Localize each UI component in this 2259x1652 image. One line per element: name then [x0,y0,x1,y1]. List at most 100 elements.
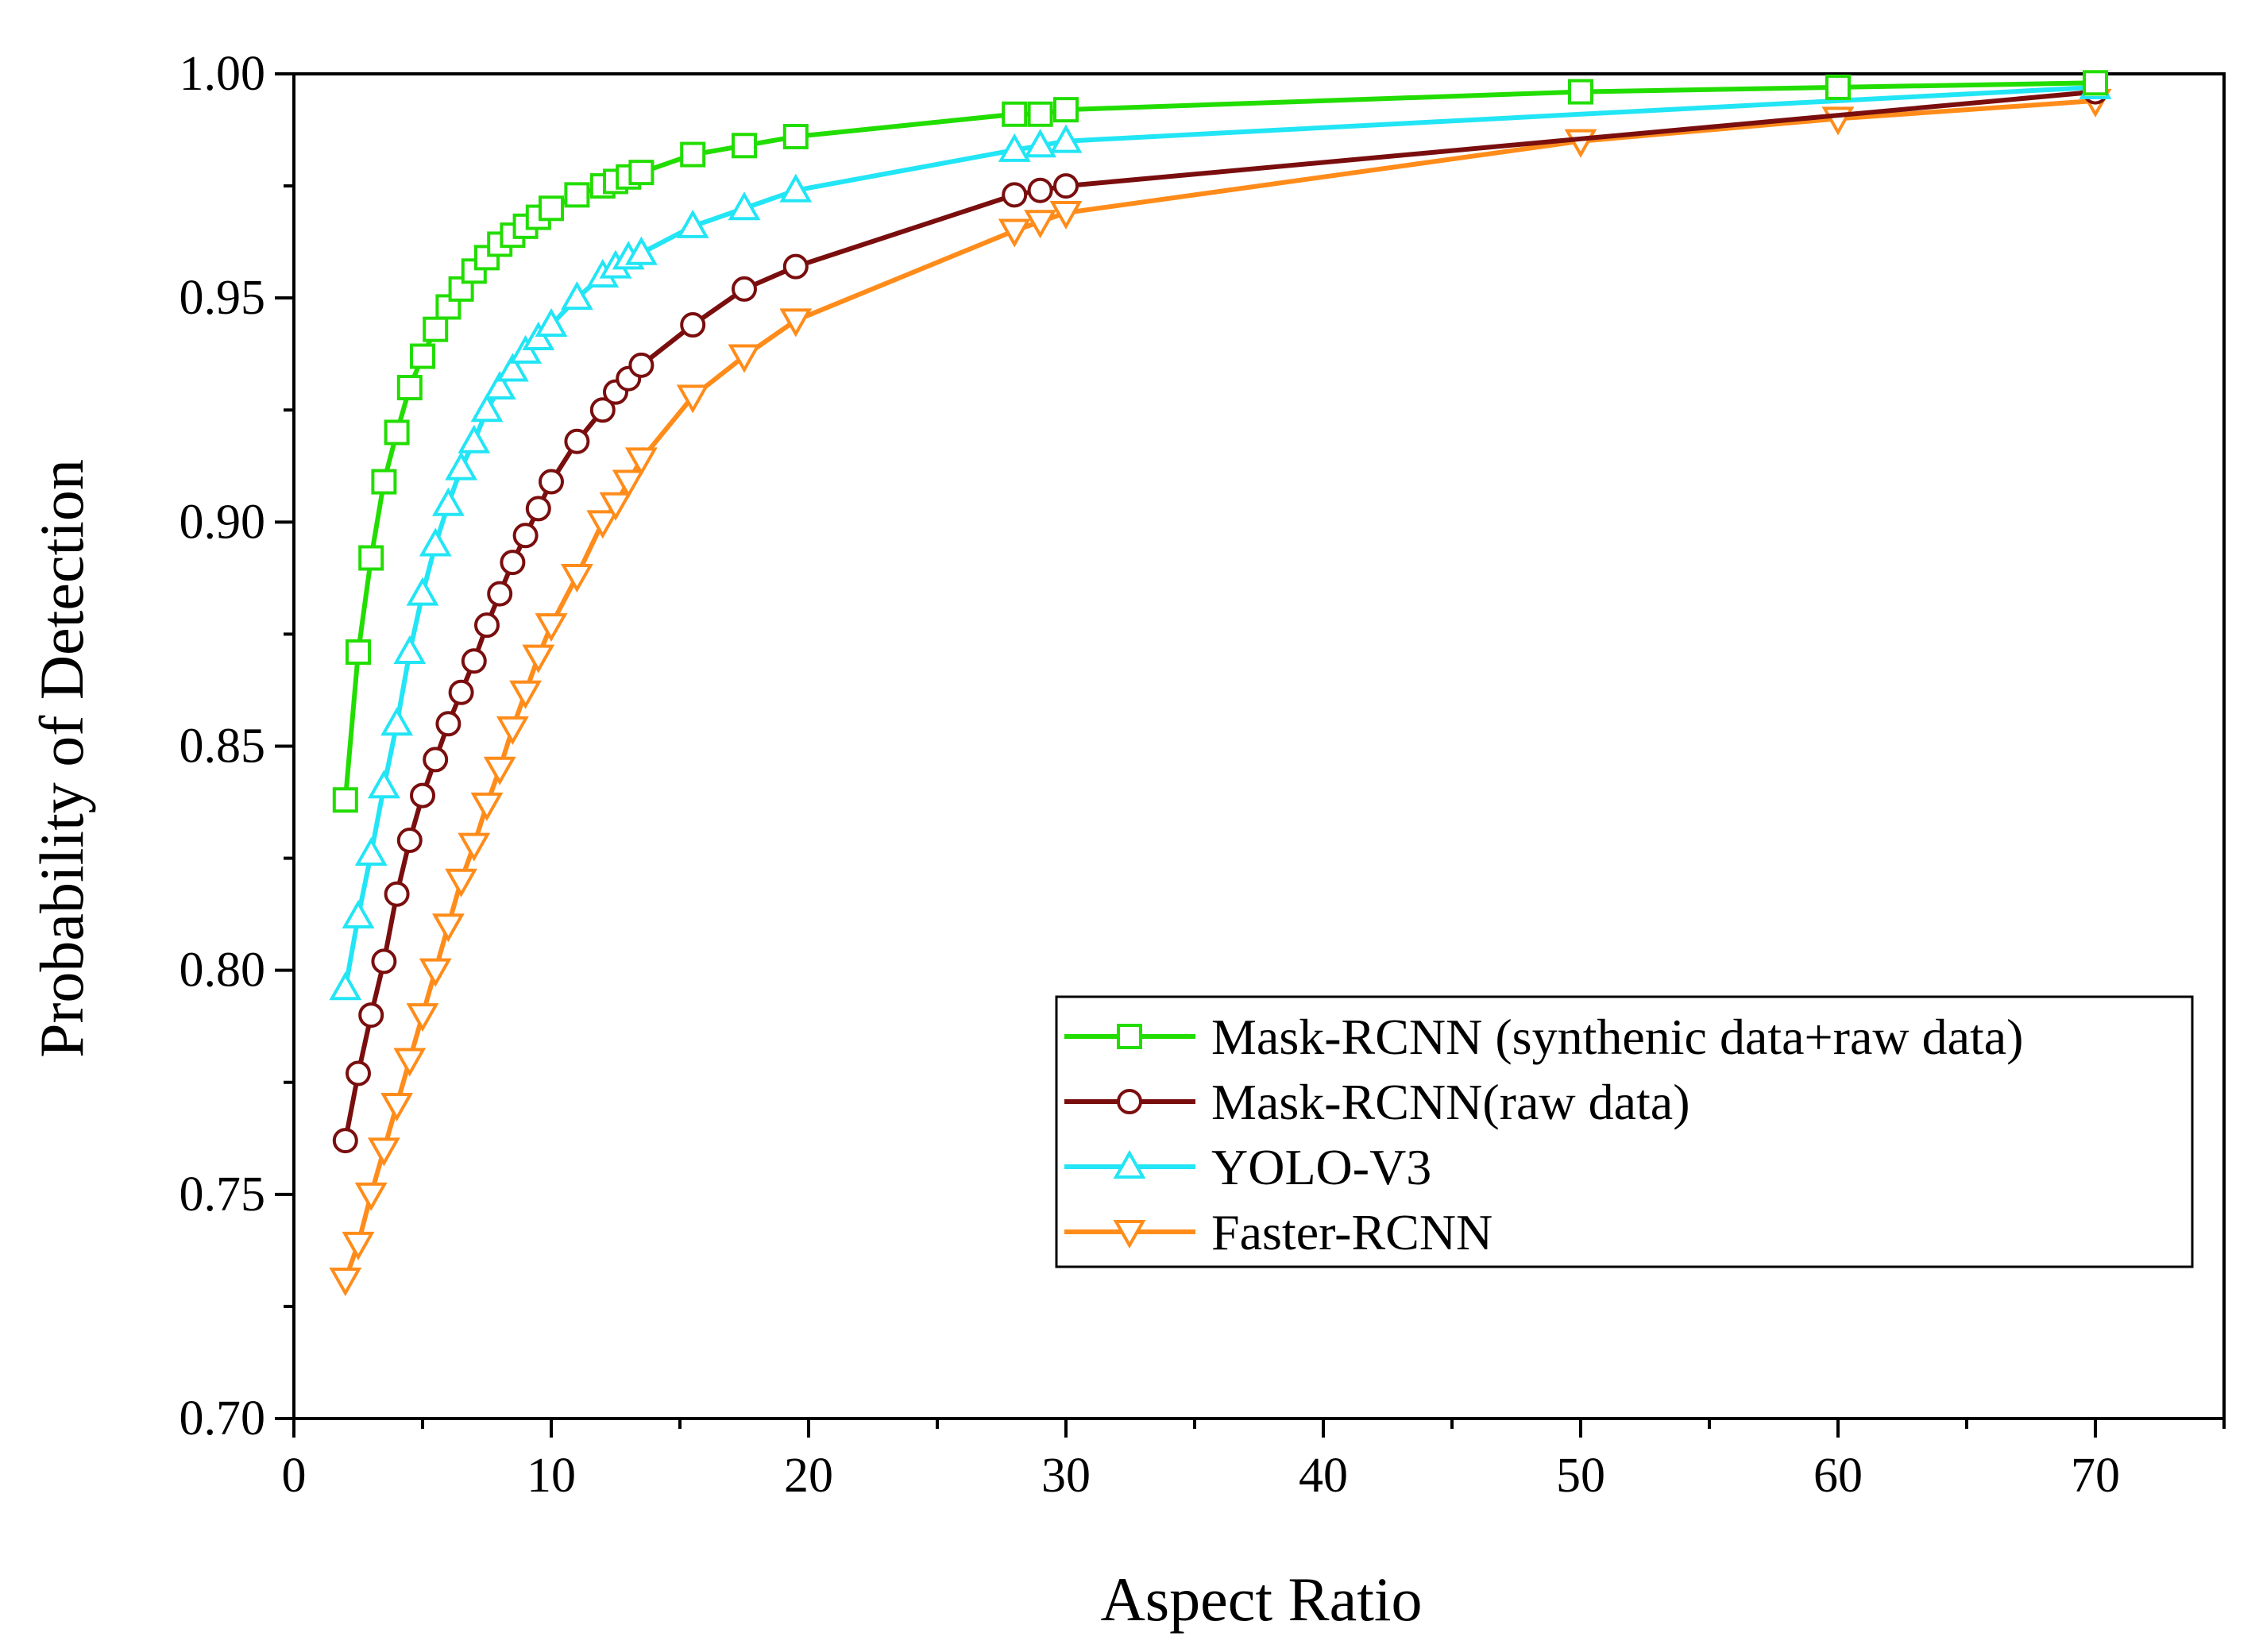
data-point-marker [358,1002,384,1029]
legend-item: Mask-RCNN (synthenic data+raw data) [1064,1009,2023,1065]
data-point-marker [380,707,414,736]
data-point-marker [564,428,590,454]
data-point-marker [342,899,375,928]
data-point-marker [371,948,397,975]
data-point-marker [728,191,761,221]
legend-marker [1113,1220,1146,1249]
legend-item: YOLO-V3 [1064,1139,1431,1195]
data-point-marker [599,492,632,521]
data-point-marker [496,716,529,745]
data-point-marker [367,1137,400,1167]
data-point-marker [589,397,616,423]
data-point-marker [676,209,709,238]
data-point-marker [1027,101,1053,127]
data-point-marker [410,782,435,809]
data-point-marker [346,1060,371,1087]
data-point-marker [461,648,487,674]
data-point-marker [367,770,400,799]
data-point-marker [342,1231,375,1260]
data-point-marker [483,756,516,785]
data-point-marker [1024,210,1057,239]
data-point-marker [410,343,435,369]
data-point-marker [732,276,757,302]
data-point-marker [371,469,397,495]
data-point-marker [539,195,564,222]
data-point-marker [560,564,593,593]
data-point-marker [624,447,658,477]
data-point-marker [628,352,655,378]
data-point-marker [380,1092,414,1122]
data-point-marker [525,496,551,522]
data-point-marker [431,487,465,516]
data-point-marker [445,868,478,897]
data-point-marker [1053,97,1079,123]
data-point-marker [624,236,658,265]
x-tick-label: 0 [282,1449,307,1503]
data-point-marker [354,1182,388,1211]
y-tick-label: 0.95 [180,271,266,325]
data-point-marker [1002,182,1028,208]
data-point-marker [1024,129,1057,158]
series-mask-rcnn-raw-data [332,79,2108,1154]
data-point-marker [474,612,500,639]
data-point-marker [332,787,358,813]
y-tick-label: 0.80 [180,944,266,998]
series-layer [329,70,2112,1297]
data-point-marker [458,424,491,454]
data-point-marker [406,1003,439,1032]
data-point-marker [423,747,449,773]
data-point-marker [782,124,809,150]
data-point-marker [445,451,478,481]
data-point-marker [470,792,504,821]
data-point-marker [448,679,474,705]
x-tick-label: 70 [2071,1449,2120,1503]
data-point-marker [329,1268,362,1297]
legend-label: Faster-RCNN [1211,1204,1492,1260]
data-point-marker [435,711,461,737]
data-point-marker [680,141,706,168]
y-tick-label: 0.90 [180,495,266,549]
data-point-marker [1027,177,1053,203]
data-point-marker [329,971,362,1001]
data-point-marker [346,639,371,665]
data-point-marker [393,1048,427,1077]
y-tick-label: 0.70 [180,1391,266,1446]
x-axis-label: Aspect Ratio [1100,1565,1422,1634]
x-tick-label: 50 [1556,1449,1605,1503]
data-point-marker [564,182,590,208]
data-point-marker [396,828,423,854]
legend-item: Faster-RCNN [1064,1204,1492,1260]
data-point-marker [470,393,504,423]
data-point-marker [431,913,465,943]
data-point-marker [539,469,564,495]
series-mask-rcnn-synthenic-data-raw-data [332,70,2108,813]
data-point-marker [779,308,813,338]
data-point-marker [512,523,539,549]
y-tick-label: 0.85 [180,720,266,774]
legend-item: Mask-RCNN(raw data) [1064,1074,1690,1130]
data-point-marker [419,527,452,557]
data-point-marker [487,581,513,607]
legend-label: Mask-RCNN (synthenic data+raw data) [1211,1009,2023,1065]
data-point-marker [1825,74,1851,100]
data-point-marker [1053,173,1079,199]
data-point-marker [496,353,529,382]
data-point-marker [612,469,645,499]
legend-marker [1113,1149,1146,1179]
data-point-marker [483,370,516,400]
data-point-marker [1568,79,1593,105]
x-tick-label: 40 [1299,1449,1348,1503]
data-point-marker [1049,124,1083,153]
x-tick-label: 20 [784,1449,833,1503]
data-point-marker [358,545,384,571]
data-point-marker [680,312,706,338]
data-point-marker [779,173,813,203]
data-point-marker [998,133,1031,162]
y-tick-label: 1.00 [180,47,266,101]
series-yolo-v3 [329,70,2112,1001]
legend-box [1055,995,2194,1268]
data-point-marker [998,218,1031,248]
data-point-marker [458,832,491,862]
data-point-marker [782,253,809,280]
